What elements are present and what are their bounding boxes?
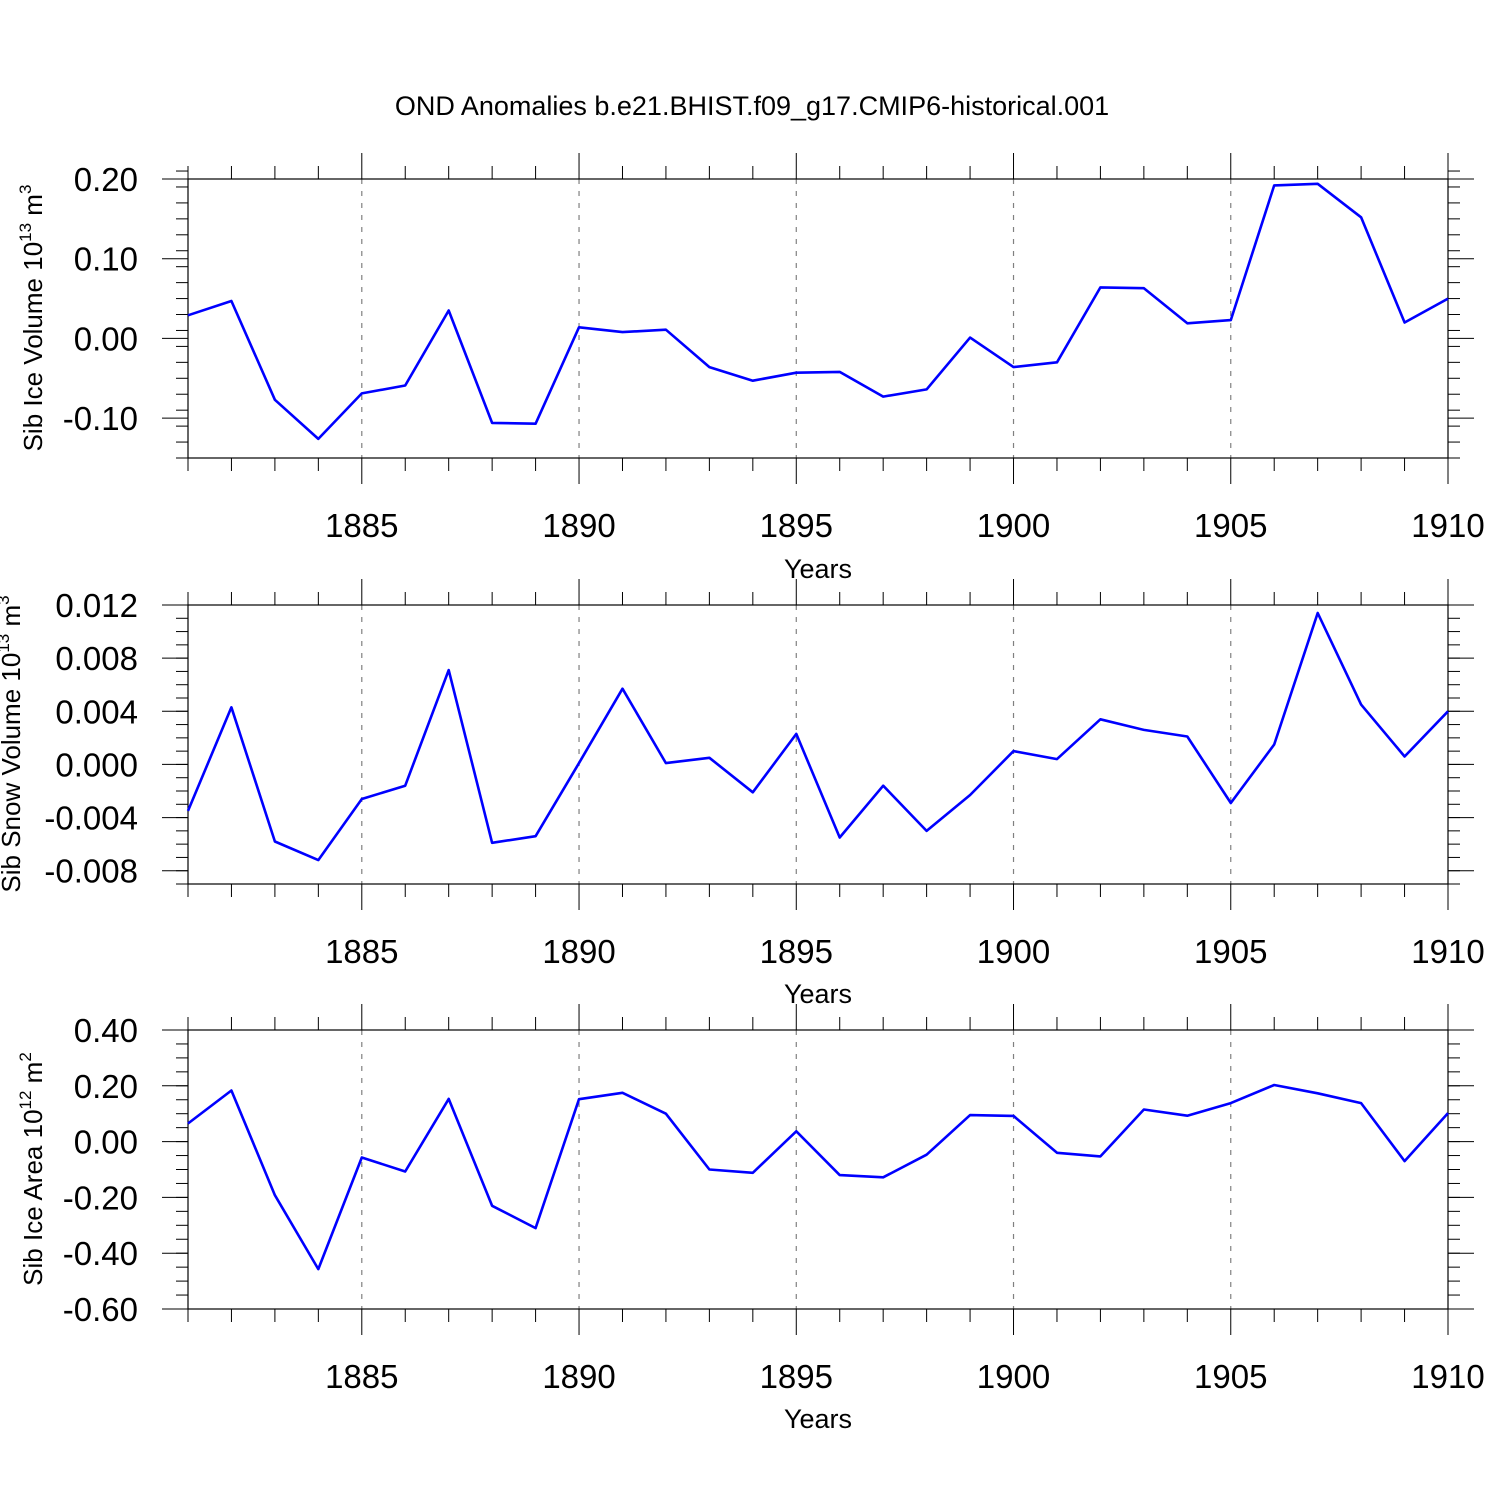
x-tick-label: 1910 [1411, 933, 1484, 970]
series-line [187, 1083, 1449, 1271]
series-line [186, 611, 1449, 862]
y-tick-label: -0.10 [63, 400, 138, 437]
x-tick-label: 1895 [760, 933, 833, 970]
x-tick-label: 1905 [1194, 1358, 1267, 1395]
panel-ice-volume: Sib Ice Volume 1013 m3 Years 0.20 0.10 0.0… [16, 153, 1485, 584]
y-axis-label: Sib Ice Area 1012 m2 [16, 1052, 48, 1286]
x-tick-label: 1890 [542, 507, 615, 544]
x-tick-label: 1900 [977, 933, 1050, 970]
x-tick-label: 1890 [542, 1358, 615, 1395]
plot-frame [187, 178, 1449, 459]
figure-title: OND Anomalies b.e21.BHIST.f09_g17.CMIP6-… [395, 91, 1109, 121]
x-tick-label: 1885 [325, 933, 398, 970]
x-tick-label: 1885 [325, 1358, 398, 1395]
y-tick-label: -0.40 [63, 1235, 138, 1272]
y-tick-label: 0.40 [74, 1012, 138, 1049]
x-tick-label: 1885 [325, 507, 398, 544]
x-axis-label: Years [784, 554, 852, 584]
y-axis-label: Sib Snow Volume 1013 m3 [0, 595, 26, 892]
y-tick-label: -0.008 [44, 853, 138, 890]
y-tick-label: 0.004 [55, 693, 138, 730]
x-tick-label: 1905 [1194, 507, 1267, 544]
y-tick-label: -0.60 [63, 1291, 138, 1328]
plot-frame [187, 1029, 1449, 1310]
x-tick-label: 1900 [977, 1358, 1050, 1395]
x-tick-label: 1895 [760, 507, 833, 544]
x-axis-label: Years [784, 1404, 852, 1434]
y-tick-label: 0.20 [74, 1068, 138, 1105]
y-tick-label: -0.004 [44, 800, 138, 837]
x-tick-label: 1895 [760, 1358, 833, 1395]
y-tick-label: 0.012 [55, 587, 138, 624]
y-tick-label: 0.20 [74, 161, 138, 198]
x-tick-label: 1900 [977, 507, 1050, 544]
y-tick-label: 0.00 [74, 1124, 138, 1161]
y-axis-label: Sib Ice Volume 1013 m3 [16, 185, 48, 452]
panel-ice-area: Sib Ice Area 1012 m2 Years 0.40 0.20 0.00 -… [16, 1004, 1485, 1434]
x-tick-label: 1910 [1411, 1358, 1484, 1395]
x-axis-label: Years [784, 979, 852, 1009]
y-tick-label: -0.20 [63, 1179, 138, 1216]
y-tick-label: 0.00 [74, 320, 138, 357]
x-tick-label: 1905 [1194, 933, 1267, 970]
x-tick-label: 1890 [542, 933, 615, 970]
x-tick-label: 1910 [1411, 507, 1484, 544]
plot-frame [187, 604, 1449, 885]
y-tick-label: 0.10 [74, 241, 138, 278]
panel-snow-volume: Sib Snow Volume 1013 m3 Years 0.012 0.008… [0, 579, 1485, 1009]
series-line [187, 182, 1449, 441]
y-tick-label: 0.000 [55, 746, 138, 783]
y-tick-label: 0.008 [55, 640, 138, 677]
